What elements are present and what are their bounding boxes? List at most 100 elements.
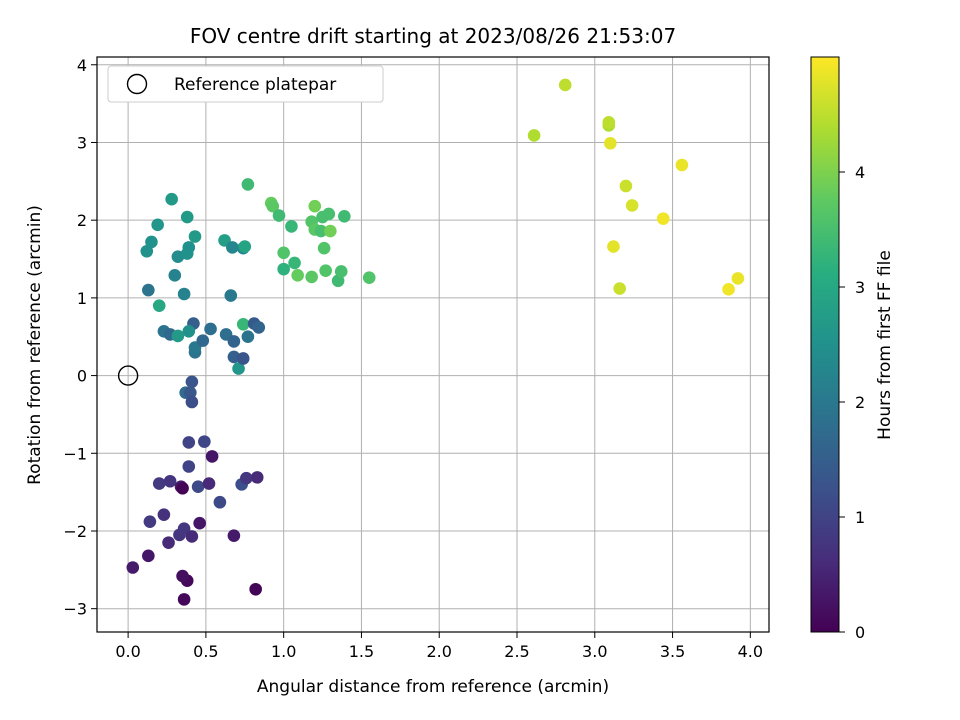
data-point xyxy=(165,192,178,206)
data-point xyxy=(613,282,626,295)
data-point xyxy=(241,330,255,344)
data-point xyxy=(527,129,541,142)
y-tick-label: 3 xyxy=(77,133,87,152)
data-point xyxy=(157,508,171,521)
data-point xyxy=(227,529,241,542)
data-point xyxy=(202,477,216,490)
data-point xyxy=(625,199,639,212)
data-point xyxy=(177,287,191,301)
data-point xyxy=(266,199,280,213)
data-point xyxy=(191,480,205,493)
data-point xyxy=(143,515,157,528)
data-point xyxy=(126,561,140,574)
data-point xyxy=(317,241,331,255)
data-point xyxy=(602,115,616,129)
data-point xyxy=(656,212,670,225)
colorbar: 0 1 2 3 4 Hours from first FF file xyxy=(810,56,895,642)
data-point xyxy=(277,262,290,276)
data-point xyxy=(213,495,227,509)
data-point xyxy=(285,220,298,233)
chart-title: FOV centre drift starting at 2023/08/26 … xyxy=(190,24,676,48)
colorbar-tick-label: 0 xyxy=(855,623,865,642)
data-point xyxy=(288,256,301,270)
data-point xyxy=(334,265,348,278)
data-point xyxy=(152,477,166,490)
y-tick-label: 0 xyxy=(77,367,87,386)
data-point xyxy=(324,224,337,238)
data-point xyxy=(185,375,199,389)
data-point xyxy=(604,136,617,150)
data-point xyxy=(184,386,197,399)
data-point xyxy=(185,530,199,543)
data-point xyxy=(731,272,745,285)
data-point xyxy=(319,264,332,277)
data-point xyxy=(308,199,322,213)
data-point xyxy=(338,209,351,223)
plot-frame xyxy=(96,56,770,633)
x-tick-label: 4.0 xyxy=(738,642,763,661)
data-point xyxy=(151,218,164,232)
y-tick-label: −3 xyxy=(63,600,87,619)
x-tick-label: 1.5 xyxy=(349,642,374,661)
x-tick-label: 0.5 xyxy=(193,642,218,661)
data-points xyxy=(126,78,745,606)
legend-marker-icon xyxy=(126,73,148,95)
data-point xyxy=(162,536,175,549)
data-point xyxy=(558,78,572,92)
data-point xyxy=(182,436,196,449)
x-tick-label: 2.0 xyxy=(426,642,451,661)
x-tick-label: 3.5 xyxy=(660,642,685,661)
data-point xyxy=(142,549,155,563)
colorbar-tick-label: 2 xyxy=(855,393,865,412)
x-axis-label: Angular distance from reference (arcmin) xyxy=(257,677,609,697)
data-point xyxy=(236,317,250,331)
data-point xyxy=(196,334,210,347)
legend-label: Reference platepar xyxy=(174,75,336,95)
data-point xyxy=(305,270,318,284)
data-point xyxy=(314,224,328,238)
data-point xyxy=(322,207,336,221)
data-point xyxy=(198,435,211,448)
data-point xyxy=(224,289,238,302)
colorbar-gradient xyxy=(810,56,840,633)
data-point xyxy=(177,593,191,606)
data-point xyxy=(205,450,219,463)
data-point xyxy=(204,322,217,336)
data-point xyxy=(227,350,241,364)
data-point xyxy=(241,178,255,191)
data-point xyxy=(182,324,196,338)
x-axis-ticks: 0.0 0.5 1.0 1.5 2.0 2.5 3.0 3.5 4.0 xyxy=(115,632,763,661)
data-point xyxy=(227,335,241,348)
data-point xyxy=(722,283,735,296)
data-point xyxy=(362,271,376,284)
x-tick-label: 0.0 xyxy=(115,642,140,661)
x-tick-label: 3.0 xyxy=(582,642,607,661)
x-tick-label: 2.5 xyxy=(504,642,529,661)
data-point xyxy=(152,299,166,312)
data-point xyxy=(240,471,253,485)
data-point xyxy=(272,209,286,222)
y-axis-label: Rotation from reference (arcmin) xyxy=(25,205,45,485)
data-point xyxy=(168,269,182,282)
data-point xyxy=(232,362,245,375)
data-point xyxy=(193,516,206,530)
data-point xyxy=(176,481,189,495)
data-point xyxy=(180,210,194,224)
legend-box xyxy=(107,65,384,103)
reference-platepar-marker xyxy=(117,365,139,386)
data-point xyxy=(238,240,252,253)
data-point xyxy=(252,321,266,334)
data-point xyxy=(182,241,196,254)
data-point xyxy=(171,329,185,343)
y-tick-label: 2 xyxy=(77,211,87,230)
colorbar-ticks: 0 1 2 3 4 xyxy=(839,163,865,642)
data-point xyxy=(163,474,177,488)
data-point xyxy=(145,235,158,249)
data-point xyxy=(277,246,290,260)
data-point xyxy=(226,241,239,254)
data-point xyxy=(619,179,633,193)
data-point xyxy=(185,395,199,409)
colorbar-tick-label: 1 xyxy=(855,508,865,527)
y-tick-label: 4 xyxy=(77,56,87,75)
